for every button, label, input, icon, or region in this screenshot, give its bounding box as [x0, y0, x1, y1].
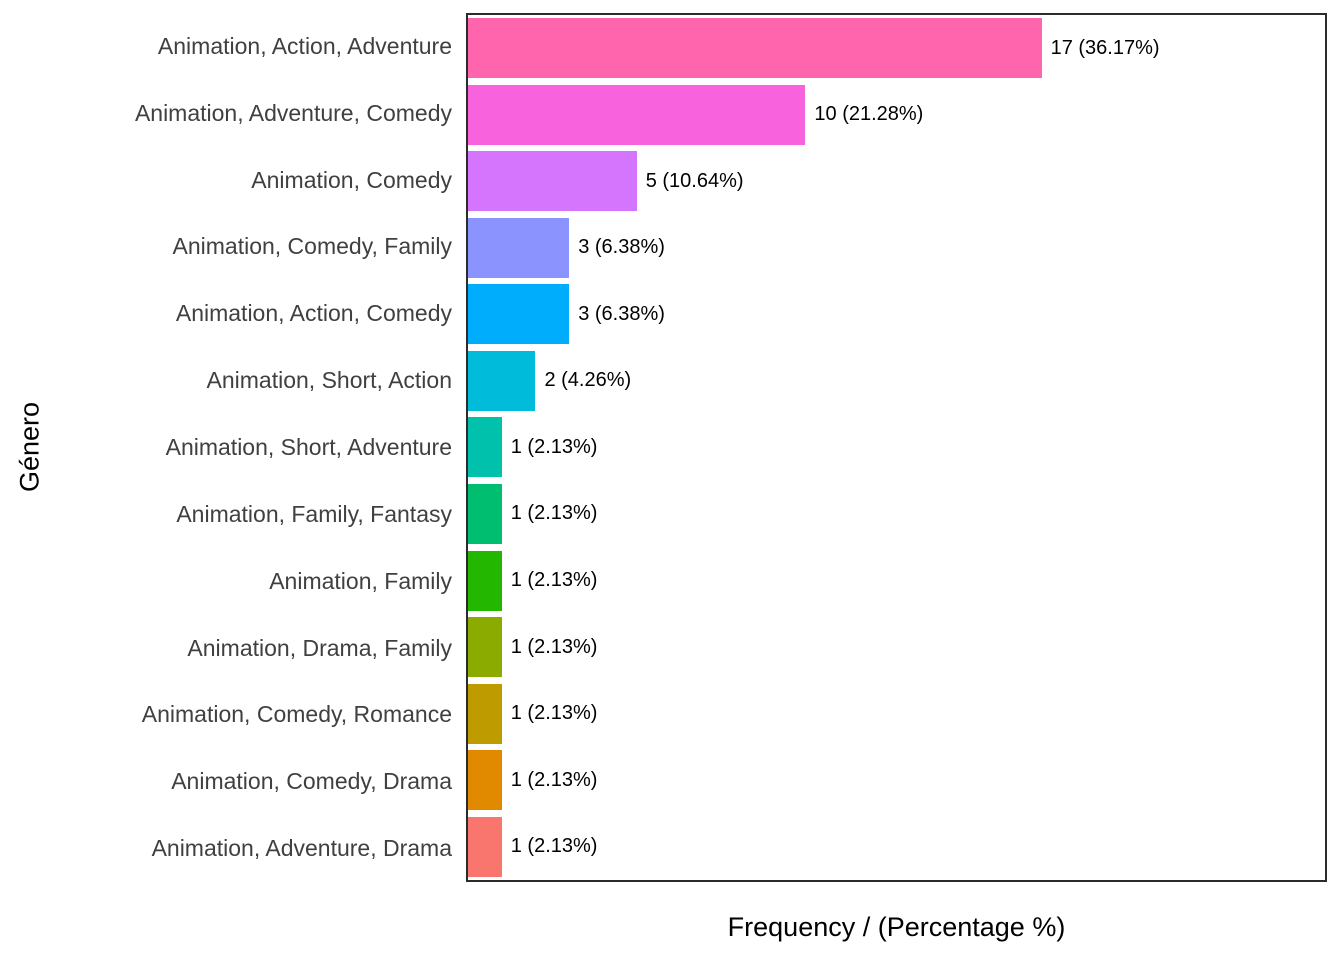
bar: [468, 350, 536, 411]
bar-row: 1 (2.13%): [468, 747, 1325, 814]
bar: [468, 151, 637, 212]
bar-annotation: 1 (2.13%): [510, 502, 598, 525]
y-axis-tick-label: Animation, Action, Comedy: [175, 300, 452, 327]
bar-row: 1 (2.13%): [468, 614, 1325, 681]
bar: [468, 18, 1042, 79]
bar-annotation: 1 (2.13%): [510, 569, 598, 592]
bar-annotation: 1 (2.13%): [510, 768, 598, 791]
bar-annotation: 1 (2.13%): [510, 435, 598, 458]
y-axis-tick-label: Animation, Comedy, Family: [172, 233, 453, 260]
bar-annotation: 3 (6.38%): [578, 236, 665, 259]
bar: [468, 417, 502, 478]
y-axis-tick-label: Animation, Family, Fantasy: [176, 500, 452, 527]
y-axis-tick-label: Animation, Short, Adventure: [165, 433, 452, 460]
y-axis-tick-label: Animation, Short, Action: [206, 367, 452, 394]
bar: [468, 84, 806, 145]
y-axis-labels: Animation, Action, Adventure Animation, …: [0, 13, 452, 882]
y-axis-tick-label: Animation, Drama, Family: [187, 634, 452, 661]
bar-row: 5 (10.64%): [468, 148, 1325, 215]
bar: [468, 683, 502, 744]
bar: [468, 816, 502, 877]
y-axis-tick-label: Animation, Action, Adventure: [157, 32, 452, 59]
bar-annotation: 17 (36.17%): [1050, 36, 1160, 59]
bar-row: 10 (21.28%): [468, 82, 1325, 149]
plot-panel: 17 (36.17%) 10 (21.28%) 5 (10.64%) 3 (6.…: [466, 13, 1327, 882]
y-axis-tick-label: Animation, Comedy, Romance: [141, 701, 452, 728]
y-axis-tick-label: Animation, Adventure, Drama: [151, 835, 452, 862]
bar-annotation: 3 (6.38%): [578, 302, 665, 325]
bar-row: 1 (2.13%): [468, 680, 1325, 747]
bar: [468, 550, 502, 611]
x-axis-title: Frequency / (Percentage %): [727, 912, 1066, 942]
bar-annotation: 1 (2.13%): [510, 702, 598, 725]
bar-row: 1 (2.13%): [468, 481, 1325, 548]
bar-annotation: 1 (2.13%): [510, 835, 598, 858]
bar: [468, 617, 502, 678]
bar-row: 1 (2.13%): [468, 547, 1325, 614]
bar-annotation: 1 (2.13%): [510, 635, 598, 658]
y-axis-tick-label: Animation, Adventure, Comedy: [134, 99, 452, 126]
y-axis-tick-label: Animation, Comedy: [251, 166, 452, 193]
bar-annotation: 5 (10.64%): [645, 169, 744, 192]
bar-row: 17 (36.17%): [468, 15, 1325, 82]
bar: [468, 284, 570, 345]
bar: [468, 483, 502, 544]
bar-row: 3 (6.38%): [468, 215, 1325, 282]
bar: [468, 750, 502, 811]
bar-row: 3 (6.38%): [468, 281, 1325, 348]
bar-annotation: 2 (4.26%): [544, 369, 632, 392]
y-axis-tick-label: Animation, Family: [269, 567, 452, 594]
bar-row: 1 (2.13%): [468, 813, 1325, 880]
bar-row: 2 (4.26%): [468, 348, 1325, 415]
y-axis-tick-label: Animation, Comedy, Drama: [171, 768, 452, 795]
bar-row: 1 (2.13%): [468, 414, 1325, 481]
bar-annotation: 10 (21.28%): [814, 103, 924, 126]
bar: [468, 217, 570, 278]
